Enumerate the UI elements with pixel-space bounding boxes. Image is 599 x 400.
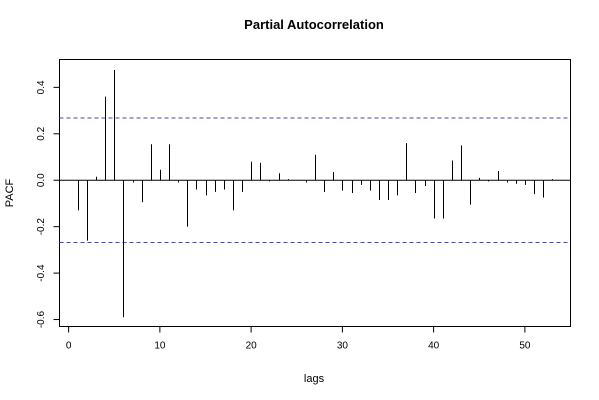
x-tick-label: 20 — [246, 341, 258, 352]
x-axis-label: lags — [304, 373, 325, 385]
x-tick-label: 40 — [428, 341, 440, 352]
x-tick-label: 30 — [337, 341, 349, 352]
x-tick-label: 50 — [519, 341, 531, 352]
chart-title: Partial Autocorrelation — [244, 17, 384, 32]
y-tick-label: -0.6 — [36, 310, 47, 328]
chart-marks: 0 10 20 30 40 50 -0.6 -0.4 -0.2 0.0 0.2 0.4 — [36, 69, 571, 352]
x-tick-label: 0 — [66, 341, 72, 352]
y-tick-label: 0.0 — [36, 173, 47, 187]
y-tick-label: 0.2 — [36, 126, 47, 140]
plot-frame — [59, 59, 571, 327]
y-axis-label: PACF — [4, 178, 16, 207]
y-tick-label: -0.4 — [36, 264, 47, 282]
y-tick-label: -0.2 — [36, 218, 47, 236]
x-tick-label: 10 — [154, 341, 166, 352]
y-tick-label: 0.4 — [36, 80, 47, 94]
